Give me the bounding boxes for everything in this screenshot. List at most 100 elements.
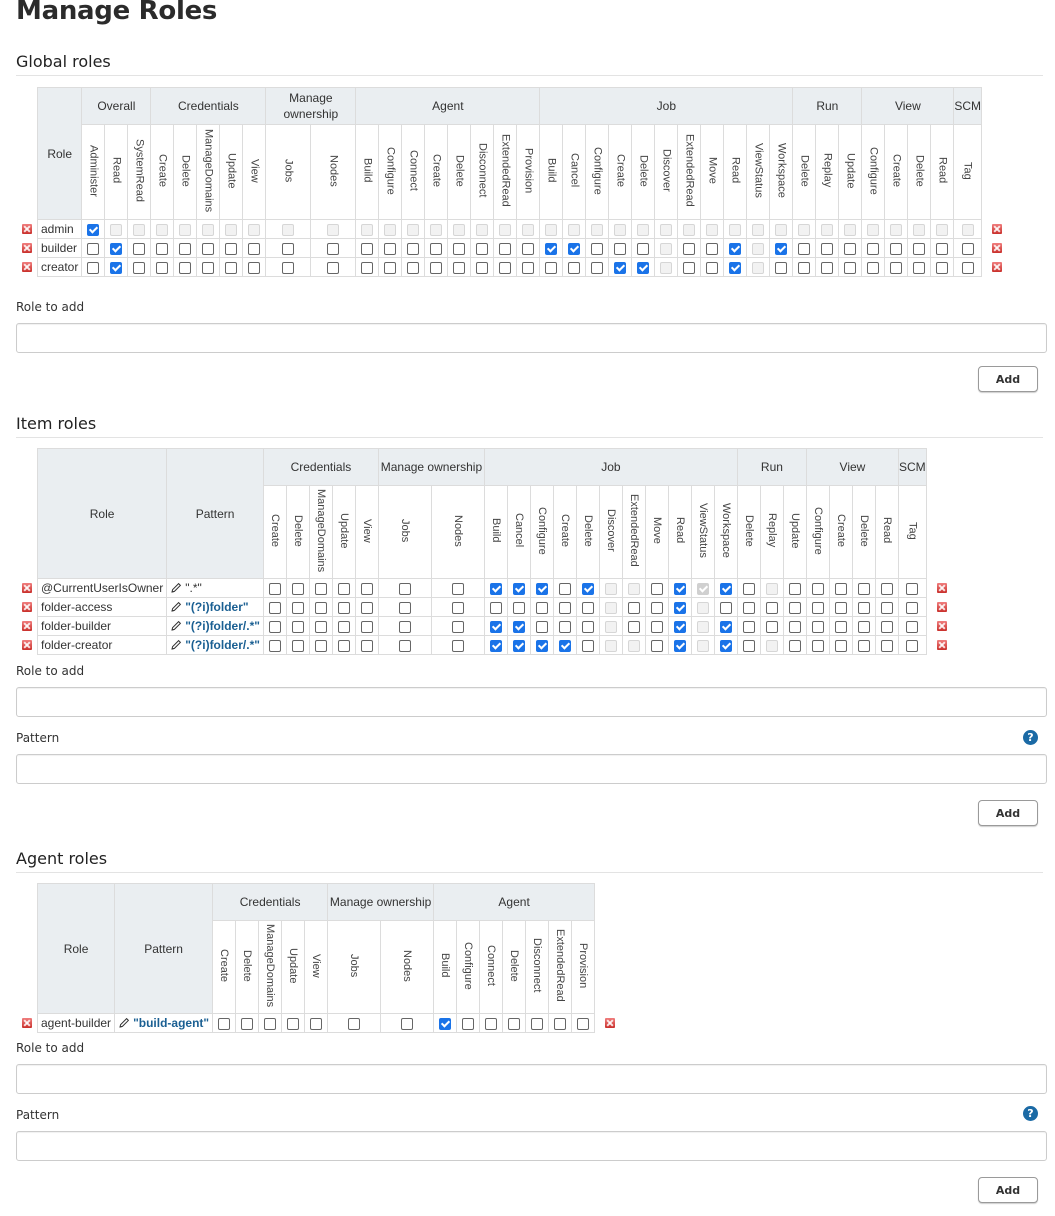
- checkbox-agent-provision[interactable]: [577, 1017, 590, 1030]
- item-pattern-input[interactable]: [16, 754, 1047, 784]
- checkbox-job-workspace[interactable]: [719, 582, 732, 595]
- checkbox-view-configure[interactable]: [811, 582, 824, 595]
- checkbox-job-configure[interactable]: [535, 639, 548, 652]
- checkbox-credentials-create[interactable]: [268, 601, 281, 614]
- checkbox-job-configure[interactable]: [591, 242, 604, 255]
- checkbox-job-cancel[interactable]: [512, 639, 525, 652]
- checkbox-credentials-update[interactable]: [337, 639, 350, 652]
- checkbox-manage-ownership-jobs[interactable]: [398, 582, 411, 595]
- checkbox-job-delete[interactable]: [637, 261, 650, 274]
- checkbox-view-read[interactable]: [880, 601, 893, 614]
- pencil-icon[interactable]: [170, 620, 182, 632]
- checkbox-manage-ownership-nodes[interactable]: [327, 242, 340, 255]
- checkbox-credentials-update[interactable]: [225, 261, 238, 274]
- checkbox-manage-ownership-nodes[interactable]: [451, 582, 464, 595]
- checkbox-agent-build[interactable]: [361, 242, 374, 255]
- checkbox-run-delete[interactable]: [798, 261, 811, 274]
- checkbox-scm-tag[interactable]: [906, 601, 919, 614]
- checkbox-view-read[interactable]: [936, 242, 949, 255]
- checkbox-run-replay[interactable]: [821, 242, 834, 255]
- checkbox-job-workspace[interactable]: [719, 639, 732, 652]
- checkbox-job-read[interactable]: [729, 261, 742, 274]
- checkbox-run-delete[interactable]: [742, 639, 755, 652]
- checkbox-scm-tag[interactable]: [961, 242, 974, 255]
- delete-role-icon[interactable]: [936, 602, 947, 612]
- checkbox-view-delete[interactable]: [857, 639, 870, 652]
- agent-add-button[interactable]: Add: [978, 1177, 1038, 1203]
- global-add-button[interactable]: Add: [978, 366, 1038, 392]
- checkbox-run-update[interactable]: [788, 639, 801, 652]
- checkbox-credentials-managedomains[interactable]: [314, 639, 327, 652]
- checkbox-job-cancel[interactable]: [568, 242, 581, 255]
- checkbox-credentials-managedomains[interactable]: [314, 620, 327, 633]
- checkbox-job-delete[interactable]: [581, 620, 594, 633]
- checkbox-job-build[interactable]: [489, 582, 502, 595]
- checkbox-credentials-managedomains[interactable]: [264, 1017, 277, 1030]
- checkbox-agent-provision[interactable]: [522, 261, 535, 274]
- item-add-button[interactable]: Add: [978, 800, 1038, 826]
- checkbox-agent-connect[interactable]: [407, 261, 420, 274]
- checkbox-agent-configure[interactable]: [384, 242, 397, 255]
- checkbox-credentials-view[interactable]: [360, 582, 373, 595]
- checkbox-job-workspace[interactable]: [775, 242, 788, 255]
- checkbox-run-delete[interactable]: [798, 242, 811, 255]
- checkbox-run-replay[interactable]: [765, 601, 778, 614]
- checkbox-view-configure[interactable]: [867, 242, 880, 255]
- checkbox-agent-configure[interactable]: [384, 261, 397, 274]
- checkbox-view-create[interactable]: [834, 601, 847, 614]
- checkbox-view-create[interactable]: [890, 242, 903, 255]
- checkbox-job-delete[interactable]: [637, 242, 650, 255]
- checkbox-agent-connect[interactable]: [407, 242, 420, 255]
- checkbox-manage-ownership-nodes[interactable]: [451, 601, 464, 614]
- checkbox-job-delete[interactable]: [581, 639, 594, 652]
- delete-role-icon[interactable]: [22, 583, 32, 593]
- checkbox-overall-administer[interactable]: [87, 223, 100, 236]
- checkbox-credentials-view[interactable]: [310, 1017, 323, 1030]
- checkbox-job-read[interactable]: [673, 582, 686, 595]
- checkbox-job-read[interactable]: [673, 601, 686, 614]
- checkbox-job-cancel[interactable]: [512, 601, 525, 614]
- checkbox-agent-provision[interactable]: [522, 242, 535, 255]
- checkbox-manage-ownership-jobs[interactable]: [398, 639, 411, 652]
- checkbox-manage-ownership-nodes[interactable]: [451, 620, 464, 633]
- checkbox-job-create[interactable]: [558, 620, 571, 633]
- pencil-icon[interactable]: [170, 639, 182, 651]
- pattern-link[interactable]: "build-agent": [133, 1016, 210, 1030]
- delete-role-icon[interactable]: [992, 224, 1003, 234]
- checkbox-credentials-create[interactable]: [156, 242, 169, 255]
- checkbox-job-create[interactable]: [558, 601, 571, 614]
- checkbox-job-workspace[interactable]: [719, 620, 732, 633]
- checkbox-manage-ownership-jobs[interactable]: [282, 261, 295, 274]
- global-role-to-add-input[interactable]: [16, 323, 1047, 353]
- checkbox-manage-ownership-jobs[interactable]: [398, 620, 411, 633]
- checkbox-agent-create[interactable]: [430, 242, 443, 255]
- pattern-link[interactable]: "(?i)folder/.*": [185, 638, 260, 652]
- checkbox-view-read[interactable]: [880, 639, 893, 652]
- checkbox-agent-extendedread[interactable]: [499, 261, 512, 274]
- checkbox-manage-ownership-nodes[interactable]: [451, 639, 464, 652]
- checkbox-run-update[interactable]: [844, 261, 857, 274]
- checkbox-overall-systemread[interactable]: [133, 242, 146, 255]
- checkbox-credentials-view[interactable]: [360, 601, 373, 614]
- checkbox-view-delete[interactable]: [857, 582, 870, 595]
- checkbox-run-delete[interactable]: [742, 582, 755, 595]
- delete-role-icon[interactable]: [22, 602, 32, 612]
- checkbox-run-delete[interactable]: [742, 601, 755, 614]
- delete-role-icon[interactable]: [22, 1018, 32, 1028]
- checkbox-credentials-delete[interactable]: [179, 242, 192, 255]
- delete-role-icon[interactable]: [605, 1018, 616, 1028]
- checkbox-run-update[interactable]: [788, 582, 801, 595]
- checkbox-view-read[interactable]: [880, 582, 893, 595]
- delete-role-icon[interactable]: [936, 583, 947, 593]
- delete-role-icon[interactable]: [992, 243, 1003, 253]
- checkbox-job-extendedread[interactable]: [627, 620, 640, 633]
- checkbox-credentials-view[interactable]: [360, 639, 373, 652]
- checkbox-credentials-managedomains[interactable]: [314, 601, 327, 614]
- checkbox-job-configure[interactable]: [591, 261, 604, 274]
- checkbox-job-cancel[interactable]: [568, 261, 581, 274]
- agent-pattern-input[interactable]: [16, 1131, 1047, 1161]
- checkbox-credentials-update[interactable]: [225, 242, 238, 255]
- checkbox-agent-connect[interactable]: [485, 1017, 498, 1030]
- checkbox-job-read[interactable]: [729, 242, 742, 255]
- checkbox-job-extendedread[interactable]: [683, 261, 696, 274]
